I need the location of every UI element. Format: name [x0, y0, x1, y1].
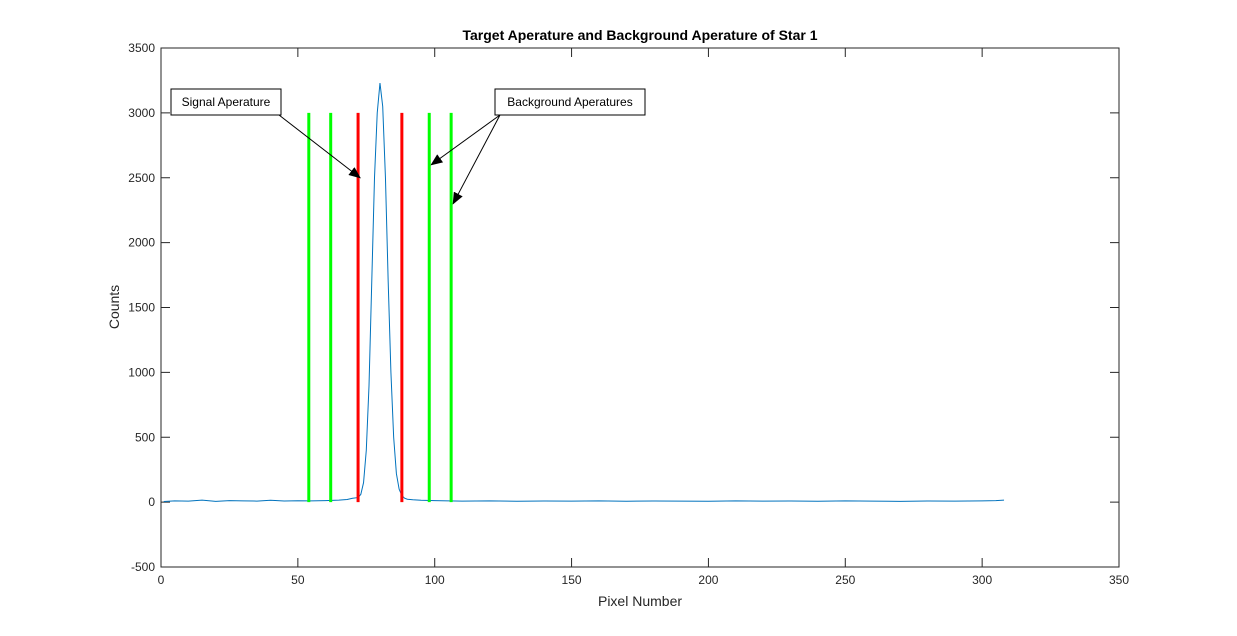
plot-area: 0 50 100 150 200 250 300 350-500050010001500200… [128, 41, 1129, 587]
x-tick-label: 150 [562, 573, 582, 587]
annotation-arrow [278, 114, 361, 179]
y-tick-label: 2500 [128, 171, 155, 185]
x-tick-label: 0 [158, 573, 165, 587]
y-tick-label: 0 [148, 495, 155, 509]
x-tick-label: 350 [1109, 573, 1129, 587]
y-tick-label: 1000 [128, 365, 155, 379]
annotation-layer: Signal Aperature Background Aperatures [170, 88, 646, 205]
x-tick-label: 100 [425, 573, 445, 587]
y-tick-label: 3500 [128, 41, 155, 55]
profile-layer [163, 82, 1005, 502]
y-tick-label: -500 [131, 560, 155, 574]
y-tick-label: 500 [135, 430, 155, 444]
annotation-text: Background Aperatures [507, 95, 632, 109]
y-tick-label: 3000 [128, 106, 155, 120]
x-tick-label: 200 [698, 573, 718, 587]
x-axis-label: Pixel Number [598, 593, 682, 609]
x-tick-label: 50 [291, 573, 305, 587]
annotation-box [494, 88, 646, 116]
annotation-text: Signal Aperature [182, 95, 271, 109]
profile-series-line [163, 82, 1005, 502]
annotation-arrow [430, 114, 501, 166]
annotation-arrow [452, 114, 501, 205]
axis-ticks: 0 50 100 150 200 250 300 350-500050010001500200… [128, 41, 1129, 587]
y-tick-label: 1500 [128, 301, 155, 315]
y-axis-label: Counts [106, 285, 122, 329]
y-tick-label: 2000 [128, 236, 155, 250]
x-tick-label: 250 [835, 573, 855, 587]
annotation-box [170, 88, 282, 116]
x-tick-label: 300 [972, 573, 992, 587]
chart-title: Target Aperature and Background Aperatur… [463, 27, 818, 43]
